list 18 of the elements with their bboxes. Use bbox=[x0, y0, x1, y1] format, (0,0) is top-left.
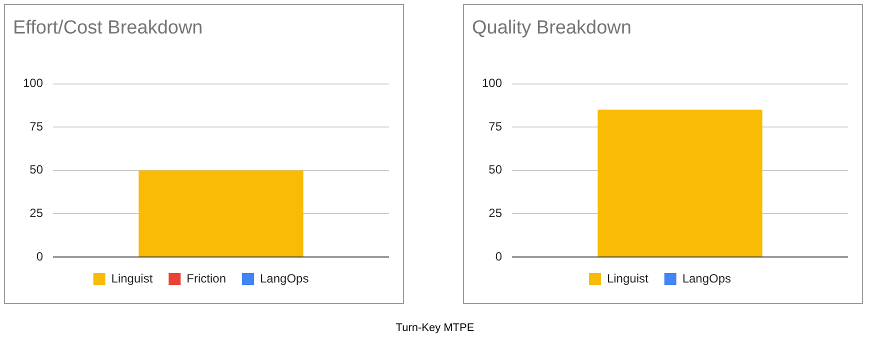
y-tick-label: 0 bbox=[495, 249, 502, 264]
legend-label: LangOps bbox=[260, 271, 309, 286]
y-tick-label: 100 bbox=[22, 76, 44, 90]
y-tick-label: 50 bbox=[488, 162, 502, 177]
y-tick-label: 100 bbox=[482, 76, 502, 90]
y-tick-label: 25 bbox=[488, 206, 502, 220]
chart-title: Effort/Cost Breakdown bbox=[13, 18, 203, 39]
text: Turn-Key MTPE bbox=[394, 322, 476, 334]
legend-label: Friction bbox=[186, 271, 226, 286]
legend-label: LangOps bbox=[682, 271, 732, 286]
y-tick-label: 50 bbox=[30, 162, 44, 177]
y-tick-label: 25 bbox=[30, 206, 44, 220]
y-tick-label: 75 bbox=[30, 119, 44, 134]
y-tick-label: 75 bbox=[488, 119, 502, 134]
legend-label: Linguist bbox=[606, 271, 649, 286]
y-tick-label: 0 bbox=[36, 249, 44, 264]
chart-title: Quality Breakdown bbox=[472, 18, 632, 39]
legend-label: Linguist bbox=[111, 271, 154, 286]
